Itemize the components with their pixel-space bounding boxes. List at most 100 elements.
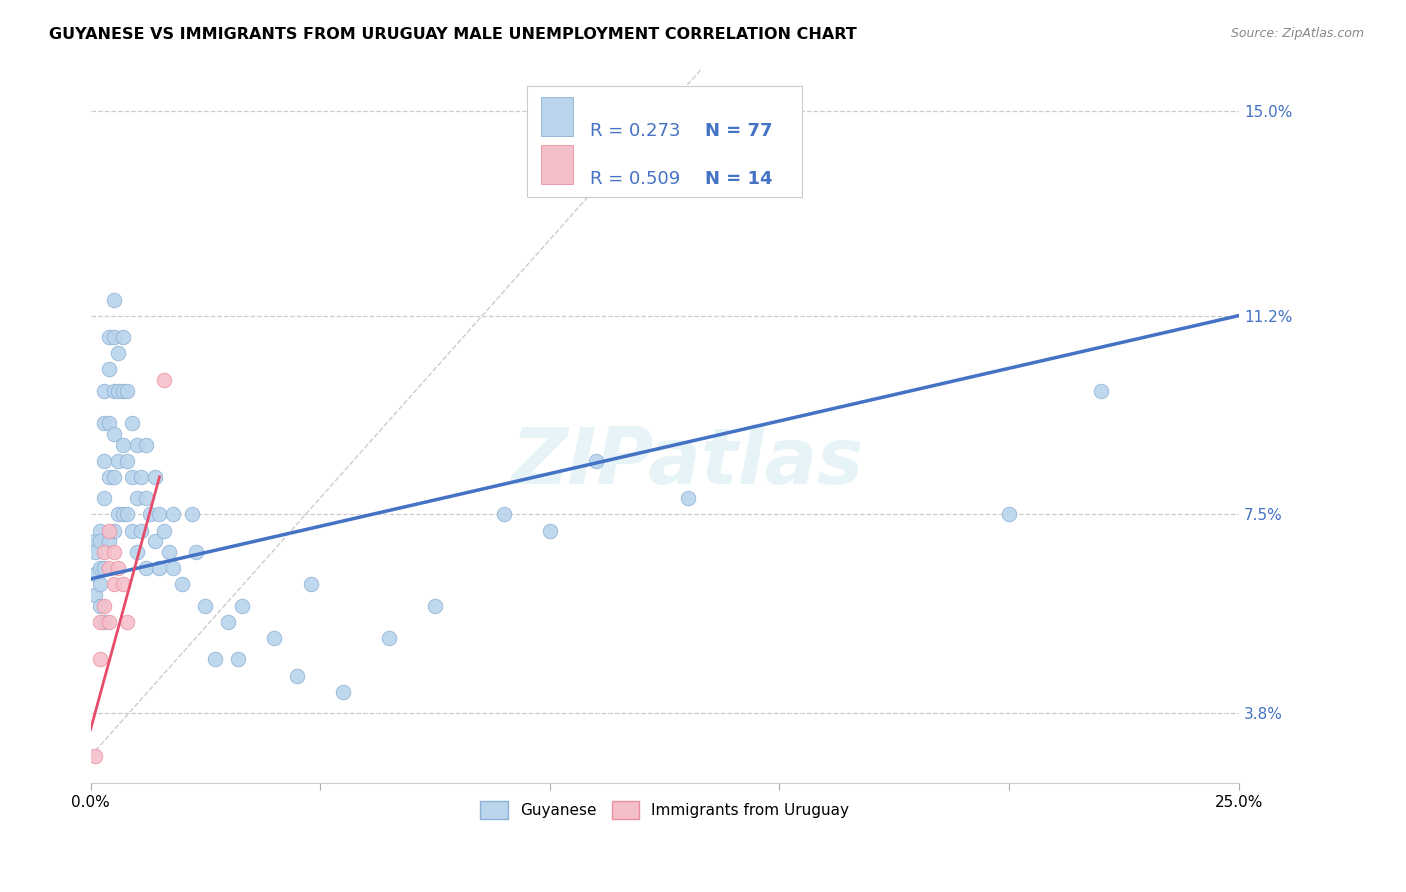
Point (423, 599, 446, 613)
Point (89, 534, 111, 549)
Text: GUYANESE VS IMMIGRANTS FROM URUGUAY MALE UNEMPLOYMENT CORRELATION CHART: GUYANESE VS IMMIGRANTS FROM URUGUAY MALE… (49, 27, 858, 42)
Point (1090, 384, 1112, 398)
Point (676, 491, 699, 506)
Point (153, 524, 176, 538)
Point (129, 524, 152, 538)
Point (129, 470, 152, 484)
Point (89, 524, 111, 538)
Point (172, 577, 194, 591)
Text: R = 0.509: R = 0.509 (591, 169, 681, 188)
Point (93, 491, 115, 506)
Point (117, 384, 139, 398)
Bar (541, 145, 572, 184)
Point (98, 534, 121, 549)
Point (111, 384, 134, 398)
Point (121, 416, 143, 430)
Point (98, 470, 121, 484)
Point (186, 545, 208, 559)
Point (89, 561, 111, 575)
Point (162, 561, 184, 575)
Point (143, 534, 166, 549)
Point (103, 470, 125, 484)
Point (98, 416, 121, 430)
Point (148, 508, 170, 522)
Point (111, 330, 134, 344)
Point (89, 599, 111, 613)
Point (98, 330, 121, 344)
Point (998, 508, 1021, 522)
Point (492, 508, 515, 522)
Point (125, 437, 148, 451)
Point (117, 508, 139, 522)
Point (143, 470, 166, 484)
Point (89, 615, 111, 629)
Point (93, 545, 115, 559)
Point (332, 684, 354, 698)
Point (157, 545, 180, 559)
Point (135, 491, 157, 506)
Point (84, 545, 107, 559)
Text: Source: ZipAtlas.com: Source: ZipAtlas.com (1230, 27, 1364, 40)
Text: ZIPatlas: ZIPatlas (512, 424, 863, 500)
Point (93, 453, 115, 467)
Point (107, 384, 129, 398)
Bar (541, 97, 572, 136)
Point (84, 749, 107, 764)
Point (84, 534, 107, 549)
Point (538, 524, 561, 538)
Point (117, 453, 139, 467)
Point (98, 362, 121, 376)
Point (107, 561, 129, 575)
Point (111, 437, 134, 451)
Point (217, 615, 239, 629)
Point (585, 453, 607, 467)
Point (93, 561, 115, 575)
Point (98, 524, 121, 538)
Point (204, 652, 226, 666)
Point (111, 508, 134, 522)
Point (98, 561, 121, 575)
Point (93, 384, 115, 398)
Point (103, 293, 125, 307)
Point (121, 470, 143, 484)
Point (226, 652, 249, 666)
Point (139, 508, 162, 522)
Point (103, 524, 125, 538)
Point (148, 561, 170, 575)
Text: N = 77: N = 77 (704, 122, 772, 140)
Point (89, 577, 111, 591)
Point (180, 508, 202, 522)
Point (89, 652, 111, 666)
Point (107, 453, 129, 467)
Point (125, 545, 148, 559)
Text: N = 14: N = 14 (704, 169, 772, 188)
Point (378, 631, 401, 645)
Point (107, 508, 129, 522)
Point (103, 545, 125, 559)
Text: R = 0.273: R = 0.273 (591, 122, 681, 140)
Point (103, 577, 125, 591)
Point (107, 346, 129, 360)
Point (117, 615, 139, 629)
Point (231, 599, 253, 613)
Point (135, 437, 157, 451)
Point (135, 561, 157, 575)
Point (111, 577, 134, 591)
Point (299, 577, 322, 591)
Point (93, 599, 115, 613)
Point (263, 631, 285, 645)
Point (103, 384, 125, 398)
Point (121, 524, 143, 538)
Point (194, 599, 217, 613)
Point (285, 668, 308, 682)
Point (162, 508, 184, 522)
Legend: Guyanese, Immigrants from Uruguay: Guyanese, Immigrants from Uruguay (474, 795, 855, 825)
Point (103, 426, 125, 441)
Point (153, 373, 176, 387)
Point (103, 330, 125, 344)
Point (84, 588, 107, 602)
Point (98, 615, 121, 629)
Point (84, 566, 107, 581)
Point (125, 491, 148, 506)
Point (93, 615, 115, 629)
